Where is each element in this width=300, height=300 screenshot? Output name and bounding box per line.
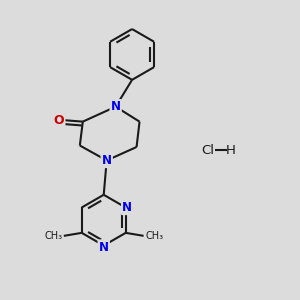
Text: H: H <box>226 143 236 157</box>
Text: CH₃: CH₃ <box>145 231 163 241</box>
Text: O: O <box>54 114 64 127</box>
Text: N: N <box>111 100 121 113</box>
Text: N: N <box>122 201 132 214</box>
Text: CH₃: CH₃ <box>44 231 62 241</box>
Text: N: N <box>99 241 109 254</box>
Text: Cl: Cl <box>202 143 215 157</box>
Text: N: N <box>102 154 112 167</box>
